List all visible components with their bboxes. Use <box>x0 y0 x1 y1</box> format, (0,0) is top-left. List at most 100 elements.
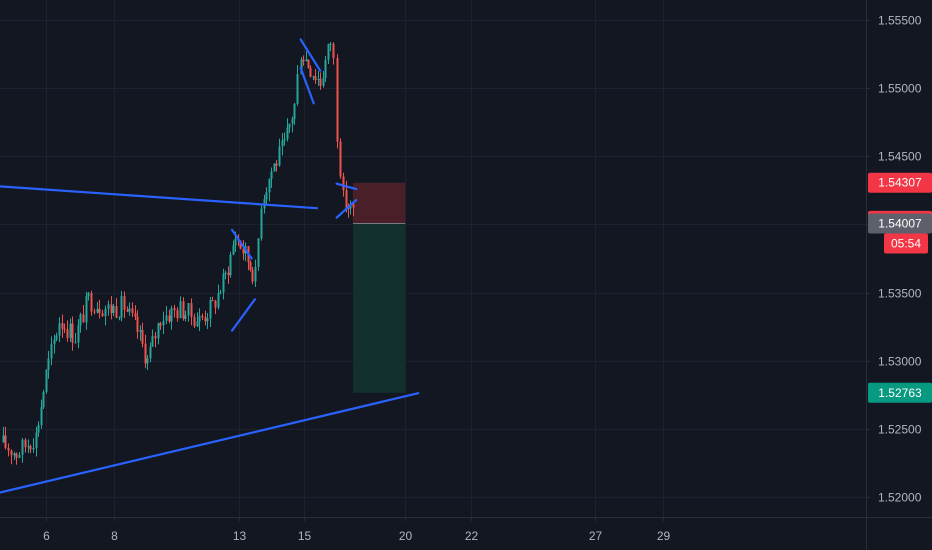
trendline[interactable] <box>299 66 315 105</box>
candle-body <box>296 74 299 104</box>
candle-body <box>107 304 110 310</box>
candle-body <box>275 163 278 166</box>
candle-body <box>187 303 190 316</box>
candle-body <box>347 208 350 210</box>
candle-body <box>15 453 18 458</box>
price-badge-label-countdown: 05:54 <box>891 237 921 251</box>
candle-body <box>211 300 214 302</box>
candle-body <box>32 447 35 450</box>
candle-body <box>115 305 118 318</box>
price-badge-stop <box>868 172 932 193</box>
candle-body <box>13 453 16 456</box>
candle-body <box>4 435 7 449</box>
candle-body <box>278 146 281 166</box>
candle-body <box>176 310 179 319</box>
candle-body <box>27 446 30 448</box>
candle-body <box>173 308 176 311</box>
x-tick-label: 6 <box>43 529 50 543</box>
candle-body <box>257 238 260 267</box>
candle-body <box>339 141 342 177</box>
candle-body <box>131 308 134 314</box>
candle-body <box>217 293 220 308</box>
trendline[interactable] <box>230 298 256 332</box>
candle-body <box>184 315 187 319</box>
candle-body <box>40 407 43 425</box>
trendline[interactable] <box>0 185 319 210</box>
x-tick-label: 29 <box>657 529 671 543</box>
y-tick-label: 1.52500 <box>878 423 922 437</box>
stop-loss-zone[interactable] <box>352 182 406 224</box>
candle-body <box>168 315 171 322</box>
x-tick-label: 15 <box>298 529 312 543</box>
candle-body <box>24 439 27 448</box>
candle-body <box>149 346 152 359</box>
candle-body <box>101 313 104 317</box>
candle-body <box>7 448 10 451</box>
candle-body <box>265 192 268 200</box>
candle-body <box>21 439 24 455</box>
trendline[interactable] <box>335 198 358 219</box>
candle-body <box>18 454 21 458</box>
candle-body <box>66 329 69 338</box>
candle-body <box>93 311 96 313</box>
candle-body <box>170 308 173 322</box>
trendlines-layer[interactable] <box>0 38 420 494</box>
candle-body <box>222 274 225 293</box>
candle-body <box>128 308 131 312</box>
candle-body <box>242 248 245 254</box>
x-tick-label: 27 <box>589 529 603 543</box>
take-profit-zone[interactable] <box>352 223 406 393</box>
candle-body <box>69 323 72 338</box>
candle-body <box>134 313 137 317</box>
candle-body <box>283 139 286 141</box>
candle-body <box>87 292 90 297</box>
candle-body <box>126 309 129 312</box>
candle-body <box>162 320 165 326</box>
candle-body <box>35 432 38 448</box>
price-badge-entry <box>868 213 932 234</box>
candle-body <box>159 323 162 326</box>
candle-body <box>79 314 82 326</box>
candle-body <box>281 140 284 147</box>
trendline[interactable] <box>0 392 420 494</box>
candle-body <box>120 296 123 318</box>
candle-body <box>254 266 257 282</box>
candle-body <box>55 335 58 340</box>
candle-body <box>251 269 254 282</box>
candle-body <box>214 300 217 308</box>
candle-body <box>98 308 101 314</box>
candle-body <box>42 391 45 408</box>
candle-body <box>232 245 235 255</box>
position-zones <box>352 182 406 393</box>
y-tick-label: 1.55500 <box>878 14 922 28</box>
candle-body <box>309 67 312 77</box>
candle-body <box>90 292 93 312</box>
candle-body <box>144 343 147 364</box>
candle-body <box>53 339 56 345</box>
candle-body <box>136 316 139 332</box>
candle-body <box>179 301 182 319</box>
candle-body <box>312 76 315 78</box>
candle-body <box>288 123 291 128</box>
y-tick-label: 1.52000 <box>878 491 922 505</box>
candle-body <box>154 335 157 339</box>
candle-body <box>182 301 185 319</box>
trendline[interactable] <box>230 228 253 260</box>
candle-body <box>157 323 160 339</box>
candle-body <box>239 240 242 249</box>
trendline[interactable] <box>335 182 358 191</box>
candle-body <box>45 369 48 392</box>
candle-body <box>123 296 126 310</box>
trendline[interactable] <box>299 38 322 72</box>
grid-layer <box>0 0 866 517</box>
candle-body <box>37 424 40 433</box>
candle-body <box>104 309 107 317</box>
candle-body <box>352 204 355 208</box>
candle-body <box>249 262 252 270</box>
candle-body <box>329 43 332 45</box>
candle-body <box>324 59 327 78</box>
y-tick-label: 1.54500 <box>878 150 922 164</box>
candle-body <box>317 78 320 81</box>
